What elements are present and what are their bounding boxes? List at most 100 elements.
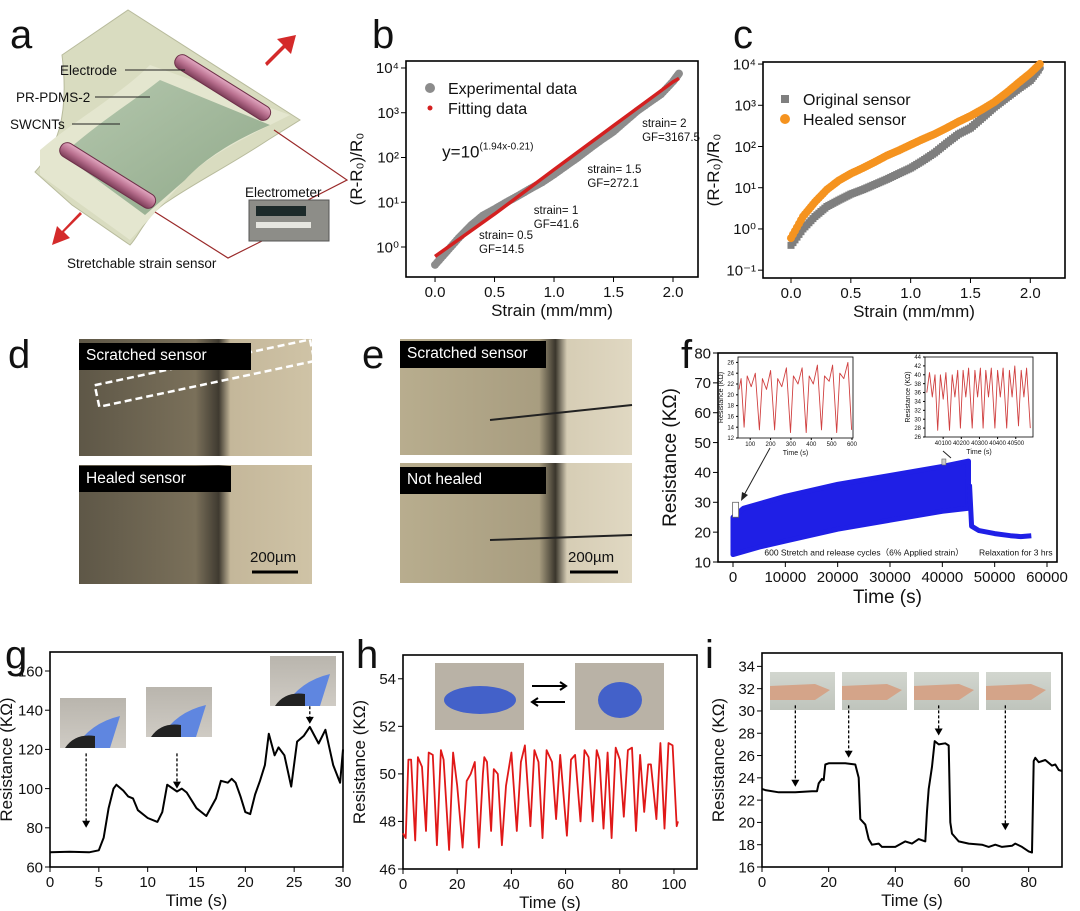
series-line-fitting-data [433,76,680,258]
y-tick-label: 48 [379,814,396,831]
label-swcnts: SWCNTs [10,117,65,132]
plot-frame [717,352,1058,563]
chart-i: 0 20 40 60 80 16 18 20 22 24 26 28 30 32 34 Time (s) Res… [709,652,1063,910]
data-point [674,69,683,78]
x-tick-label: 20 [820,874,837,891]
pointer-arrow [942,450,952,459]
x-tick-label: 60 [954,874,971,891]
x-tick-label: 300 [786,442,797,448]
y-tick-label: 70 [694,375,711,392]
series-line [402,742,679,851]
panel-letter-d: d [8,333,30,377]
y-tick-label: 30 [694,495,711,512]
legend-marker [780,114,790,124]
y-tick-label: 42 [914,364,921,370]
gauge-factor-value: GF=272.1 [587,178,638,190]
y-tick-label: 60 [26,859,43,876]
arrow-right-icon [532,681,568,691]
plot-frame [402,654,698,870]
y-tick-label: 34 [738,659,755,676]
x-axis-title: Strain (mm/mm) [491,301,613,320]
pointer-arrow-head [741,492,748,501]
electrometer-buttons [256,222,311,228]
gauge-factor-label: strain= 1.5 [587,164,641,176]
x-axis-title: Time (s) [853,587,922,608]
gauge-factor-value: GF=41.6 [534,219,579,231]
legend-label: Fitting data [448,101,527,118]
x-axis-title: Time (s) [881,891,943,910]
x-tick-label: 40000 [921,569,963,586]
y-tick-label: 30 [738,703,755,720]
panel-letter-e: e [362,333,384,377]
chart-c: 0.0 0.5 1.0 1.5 2.0 10⁻¹ 10⁰ 10¹ 10² 10³ 10⁴ Strain… [704,56,1066,321]
y-tick-label: 44 [914,355,921,361]
x-tick-label: 20 [449,876,466,893]
label-e-scratched: Scratched sensor [400,341,546,368]
gauge-factor-label: strain= 0.5 [479,230,533,242]
x-tick-label: 15 [188,874,205,891]
x-tick-label: 40200 [953,441,970,447]
legend-marker [427,105,433,111]
y-tick-label: 28 [738,726,755,743]
inset-series-line [926,365,1031,431]
y-tick-label: 50 [694,435,711,452]
y-tick-label: 10³ [734,98,756,115]
gauge-factor-value: GF=3167.5 [642,132,700,144]
pointer-arrow [742,447,771,498]
scratch-line [489,404,633,421]
legend-marker [781,95,789,103]
arrow-up-right-icon [265,35,296,66]
inset-background [738,357,853,438]
x-axis-title: Strain (mm/mm) [853,302,975,321]
y-tick-label: 10² [377,150,399,167]
series-healed-sensor [786,60,1044,243]
y-tick-label: 20 [694,524,711,541]
label-d-scratched: Scratched sensor [79,343,251,370]
y-tick-label: 32 [914,408,921,414]
x-tick-label: 30 [335,874,352,891]
x-tick-label: 0 [399,876,407,893]
chart-b: 0.0 0.5 1.0 1.5 2.0 10⁰ 10¹ 10² 10³ 10⁴ Strain (mm… [347,60,700,320]
x-tick-label: 60000 [1026,569,1068,586]
x-tick-label: 1.5 [603,284,624,301]
series-line [761,740,1063,854]
panel-letter-a: a [10,13,33,57]
scale-bar-e-label: 200µm [568,549,614,566]
data-point [1035,60,1044,69]
x-tick-label: 0.5 [484,284,505,301]
y-tick-label: 54 [379,671,396,688]
sleeve [151,724,181,737]
series-line [49,725,344,854]
x-tick-label: 40500 [1007,441,1024,447]
y-axis-title: (R-R₀)/R₀ [704,134,723,207]
x-tick-label: 5 [95,874,103,891]
plot-frame [761,652,1063,868]
panel-a-schematic: Electrode PR-PDMS-2 SWCNTs Electrometer … [10,9,349,271]
x-tick-label: 40400 [989,441,1006,447]
x-tick-label: 1.0 [544,284,565,301]
x-tick-label: 0.5 [840,285,861,302]
chart-h: 0 20 40 60 80 100 46 48 50 52 54 Time (s) Resistance… [350,654,698,911]
dashed-arrow-head [172,781,181,789]
y-axis-title: Resistance (KΩ) [350,700,369,824]
y-tick-label: 32 [738,681,755,698]
inset-photos [60,656,1051,748]
x-tick-label: 20 [237,874,254,891]
y-tick-label: 10¹ [377,195,399,212]
relaxation-curve [967,484,1032,540]
x-tick-label: 400 [806,442,817,448]
y-tick-label: 22 [738,792,755,809]
y-axis-title: Resistance (KΩ) [905,371,912,422]
y-tick-label: 160 [18,663,43,680]
x-tick-label: 500 [827,442,838,448]
dashed-arrow-head [791,779,800,787]
y-tick-label: 24 [727,371,734,377]
x-tick-label: 40100 [935,441,952,447]
scale-bar-d-label: 200µm [250,549,296,566]
y-tick-label: 10 [694,554,711,571]
y-tick-label: 24 [738,770,755,787]
chart-g: 0 5 10 15 20 25 30 60 80 100 120 140 160 Time (s) Resi… [0,651,352,910]
x-tick-label: 40 [887,874,904,891]
y-tick-label: 38 [914,382,921,388]
x-tick-label: 40 [503,876,520,893]
